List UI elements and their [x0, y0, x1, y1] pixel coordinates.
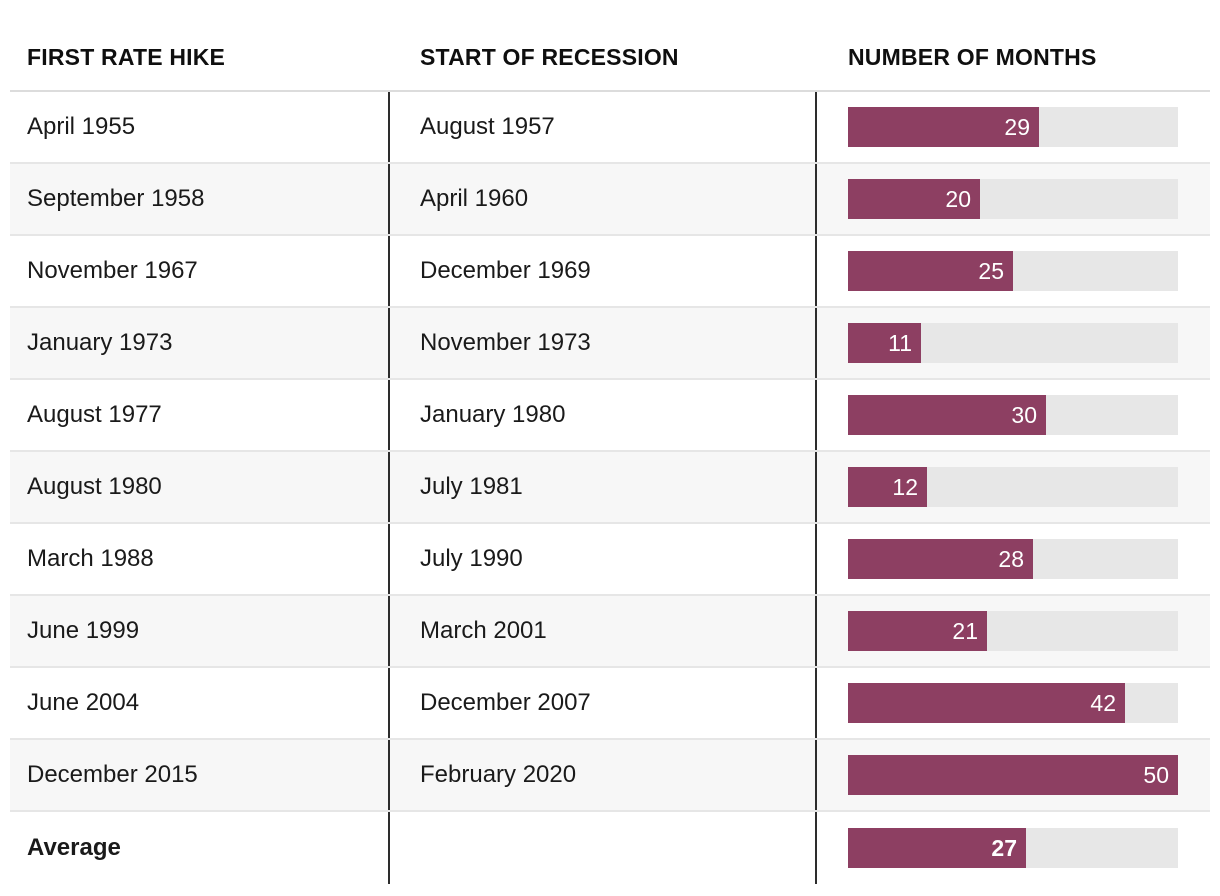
bar-value-label: 50 [1143, 761, 1169, 788]
bar-value-label: 27 [991, 834, 1017, 861]
bar-value-label: 20 [945, 185, 971, 212]
bar-value-label: 42 [1090, 689, 1116, 716]
cell-number-of-months: 50 [815, 740, 1210, 810]
table-row: Average 27 [10, 812, 1210, 884]
cell-number-of-months: 42 [815, 668, 1210, 738]
bar-fill: 50 [848, 755, 1178, 795]
table-row: June 1999 March 2001 21 [10, 596, 1210, 668]
table-row: December 2015 February 2020 50 [10, 740, 1210, 812]
header-number-of-months: NUMBER OF MONTHS [848, 44, 1097, 70]
bar-fill: 25 [848, 251, 1013, 291]
table-row: September 1958 April 1960 20 [10, 164, 1210, 236]
bar-track: 50 [848, 755, 1178, 795]
table-body: April 1955 August 1957 29 September 1958 Apr… [10, 92, 1210, 884]
cell-first-rate-hike: June 2004 [27, 689, 140, 716]
cell-number-of-months: 21 [815, 596, 1210, 666]
header-start-of-recession: START OF RECESSION [420, 44, 679, 70]
cell-first-rate-hike: Average [27, 834, 121, 861]
cell-first-rate-hike: April 1955 [27, 113, 136, 140]
cell-first-rate-hike: November 1967 [27, 257, 198, 284]
cell-start-of-recession: July 1990 [388, 524, 815, 594]
cell-start-of-recession: November 1973 [388, 308, 815, 378]
bar-fill: 12 [848, 467, 927, 507]
header-first-rate-hike: FIRST RATE HIKE [27, 44, 226, 70]
cell-start-of-recession: January 1980 [388, 380, 815, 450]
bar-fill: 30 [848, 395, 1046, 435]
cell-start-of-recession: February 2020 [388, 740, 815, 810]
table-row: November 1967 December 1969 25 [10, 236, 1210, 308]
bar-fill: 27 [848, 828, 1026, 868]
bar-track: 30 [848, 395, 1178, 435]
data-table: FIRST RATE HIKE START OF RECESSION NUMBE… [10, 0, 1210, 884]
table-row: April 1955 August 1957 29 [10, 92, 1210, 164]
cell-start-of-recession: December 2007 [388, 668, 815, 738]
bar-value-label: 28 [998, 545, 1024, 572]
cell-number-of-months: 25 [815, 236, 1210, 306]
bar-fill: 42 [848, 683, 1125, 723]
bar-value-label: 12 [892, 473, 918, 500]
cell-start-of-recession: August 1957 [388, 92, 815, 162]
table-row: June 2004 December 2007 42 [10, 668, 1210, 740]
cell-first-rate-hike: August 1980 [27, 473, 162, 500]
cell-number-of-months: 30 [815, 380, 1210, 450]
table-row: March 1988 July 1990 28 [10, 524, 1210, 596]
bar-track: 21 [848, 611, 1178, 651]
table-row: August 1980 July 1981 12 [10, 452, 1210, 524]
cell-first-rate-hike: June 1999 [27, 617, 140, 644]
cell-number-of-months: 12 [815, 452, 1210, 522]
bar-value-label: 21 [952, 617, 978, 644]
bar-value-label: 29 [1004, 113, 1030, 140]
bar-fill: 21 [848, 611, 987, 651]
bar-track: 42 [848, 683, 1178, 723]
table-row: January 1973 November 1973 11 [10, 308, 1210, 380]
cell-number-of-months: 27 [815, 812, 1210, 884]
bar-fill: 29 [848, 107, 1039, 147]
cell-first-rate-hike: December 2015 [27, 761, 198, 788]
bar-fill: 11 [848, 323, 921, 363]
bar-fill: 28 [848, 539, 1033, 579]
table-header-row: FIRST RATE HIKE START OF RECESSION NUMBE… [10, 0, 1210, 92]
bar-value-label: 25 [978, 257, 1004, 284]
bar-fill: 20 [848, 179, 980, 219]
cell-start-of-recession: April 1960 [388, 164, 815, 234]
cell-number-of-months: 28 [815, 524, 1210, 594]
bar-track: 27 [848, 828, 1178, 868]
bar-track: 25 [848, 251, 1178, 291]
cell-first-rate-hike: August 1977 [27, 401, 162, 428]
cell-number-of-months: 29 [815, 92, 1210, 162]
cell-first-rate-hike: September 1958 [27, 185, 205, 212]
bar-track: 11 [848, 323, 1178, 363]
bar-track: 12 [848, 467, 1178, 507]
cell-start-of-recession: July 1981 [388, 452, 815, 522]
cell-number-of-months: 20 [815, 164, 1210, 234]
bar-track: 28 [848, 539, 1178, 579]
cell-start-of-recession [388, 812, 815, 884]
bar-value-label: 30 [1011, 401, 1037, 428]
cell-first-rate-hike: March 1988 [27, 545, 154, 572]
cell-number-of-months: 11 [815, 308, 1210, 378]
table-row: August 1977 January 1980 30 [10, 380, 1210, 452]
bar-track: 29 [848, 107, 1178, 147]
cell-first-rate-hike: January 1973 [27, 329, 173, 356]
bar-track: 20 [848, 179, 1178, 219]
bar-value-label: 11 [888, 329, 912, 356]
cell-start-of-recession: December 1969 [388, 236, 815, 306]
cell-start-of-recession: March 2001 [388, 596, 815, 666]
